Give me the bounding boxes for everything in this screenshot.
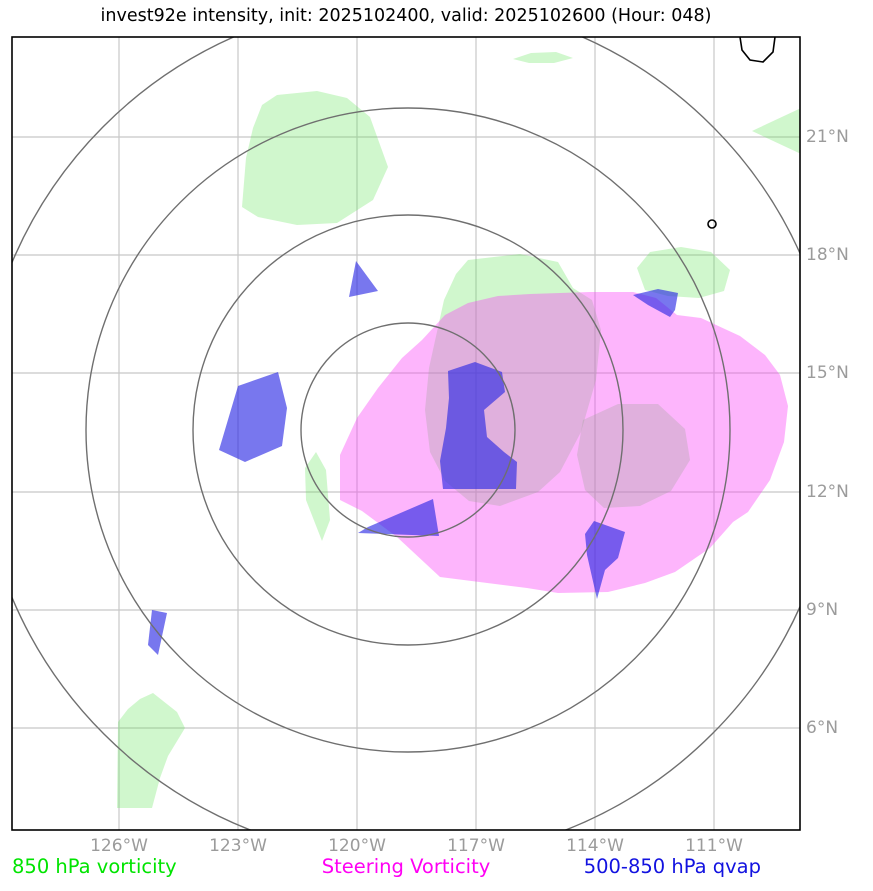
green-right-lobe-region bbox=[637, 247, 730, 298]
lon-tick-label: 120°W bbox=[328, 836, 386, 856]
map-layers bbox=[12, 37, 800, 830]
page-title: invest92e intensity, init: 2025102400, v… bbox=[100, 6, 712, 26]
range-ring bbox=[85, 107, 731, 753]
lat-tick-label: 15°N bbox=[806, 363, 849, 383]
magenta-main-blob-region bbox=[340, 292, 788, 593]
blue-central-column-region bbox=[440, 362, 517, 489]
plot-border bbox=[11, 36, 801, 831]
green-left-sliver-region bbox=[305, 452, 330, 541]
green-top-sliver-region bbox=[513, 52, 573, 63]
blue-left-quad-region bbox=[219, 372, 287, 462]
lat-tick-label: 18°N bbox=[806, 245, 849, 265]
lon-tick-label: 123°W bbox=[209, 836, 267, 856]
range-ring bbox=[192, 214, 624, 646]
range-ring bbox=[300, 322, 516, 538]
legend-item-850-hpa-vorticity: 850 hPa vorticity bbox=[12, 855, 177, 878]
blue-right-wedge-region bbox=[585, 521, 625, 599]
legend-item-steering-vorticity: Steering Vorticity bbox=[321, 855, 491, 878]
blue-bottom-wedge-region bbox=[358, 499, 439, 536]
lon-tick-label: 111°W bbox=[685, 836, 743, 856]
lon-tick-label: 117°W bbox=[447, 836, 505, 856]
blue-small-triangle-region bbox=[349, 261, 378, 297]
lat-tick-label: 9°N bbox=[806, 600, 839, 620]
legend-item-500-850-hpa-qvap: 500-850 hPa qvap bbox=[583, 855, 761, 878]
green-bottomleft-patch-region bbox=[117, 693, 185, 808]
green-topleft-blob-region bbox=[242, 91, 388, 225]
legend: 850 hPa vorticity Steering Vorticity 500… bbox=[0, 855, 873, 885]
lat-tick-label: 21°N bbox=[806, 127, 849, 147]
island-coastline bbox=[739, 37, 776, 63]
green-under-magenta-right-region bbox=[577, 404, 690, 508]
lat-tick-label: 6°N bbox=[806, 718, 839, 738]
islet-circle bbox=[707, 219, 717, 229]
lon-tick-label: 114°W bbox=[566, 836, 624, 856]
lat-tick-label: 12°N bbox=[806, 482, 849, 502]
green-right-edge-triangle-region bbox=[752, 108, 800, 154]
blue-arrow-patch-region bbox=[633, 289, 678, 317]
lon-tick-label: 126°W bbox=[90, 836, 148, 856]
